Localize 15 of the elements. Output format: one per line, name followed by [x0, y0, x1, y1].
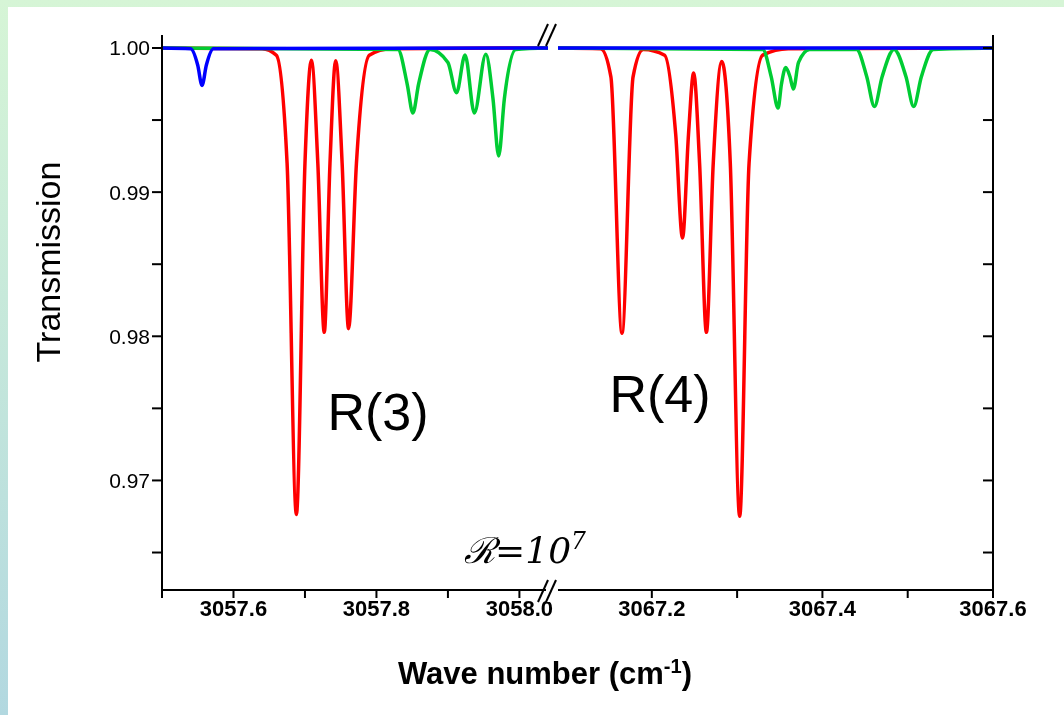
- y-tick-label: 0.99: [109, 180, 150, 204]
- x-tick-label: 3067.6: [959, 595, 1027, 621]
- x-tick-label: 3058.0: [485, 595, 554, 621]
- y-tick-label: 1.00: [109, 36, 150, 60]
- x-axis-title: Wave number (cm$^{-1}$): [397, 655, 693, 691]
- y-axis-title: Transmission: [29, 161, 67, 363]
- x-tick-label: 3057.8: [342, 595, 411, 621]
- y-tick-label: 0.97: [109, 468, 150, 492]
- annotation: R(4): [609, 365, 711, 423]
- annotation: ℛ=10$^{7}$: [464, 527, 587, 571]
- y-tick-label: 0.98: [109, 324, 150, 348]
- annotation: R(3): [327, 383, 429, 441]
- x-tick-label: 3067.2: [618, 595, 686, 621]
- x-tick-label: 3067.4: [788, 595, 857, 621]
- x-tick-label: 3057.6: [199, 595, 268, 621]
